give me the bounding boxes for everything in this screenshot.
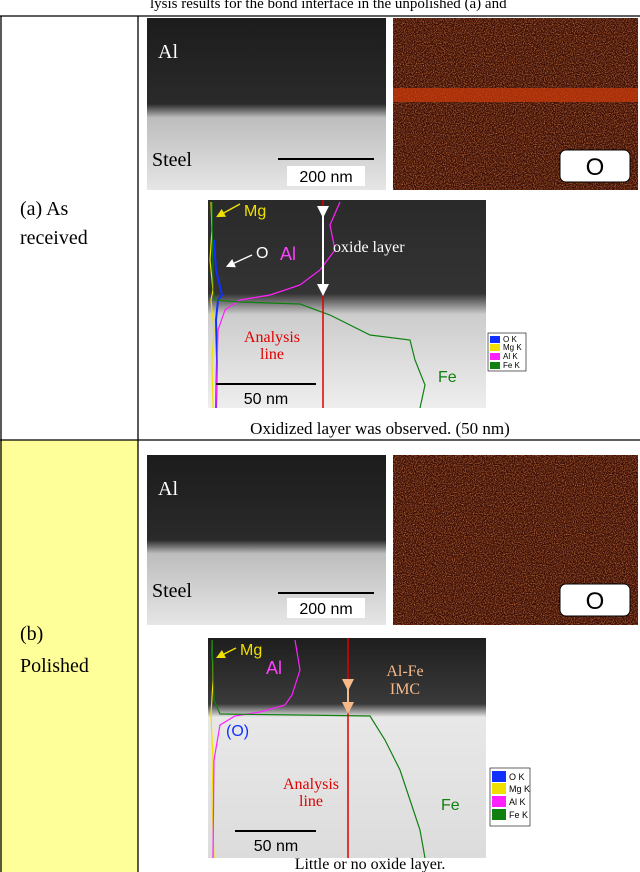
scale-label: 200 nm	[299, 601, 352, 618]
scale-label: 50 nm	[254, 838, 298, 855]
header-caption: lysis results for the bond interface in …	[150, 0, 507, 12]
element-label: O	[586, 154, 605, 181]
legend-entry: Mg K	[509, 784, 530, 794]
legend-entry: Mg K	[503, 343, 522, 352]
row-caption: Little or no oxide layer.	[295, 856, 446, 872]
legend-entry: Al K	[509, 797, 526, 807]
tem-label: Steel	[152, 149, 192, 171]
profile-label: line	[260, 346, 284, 363]
scale-label: 50 nm	[244, 391, 288, 408]
profile-label: oxide layer	[333, 239, 405, 256]
element-label: O	[586, 588, 605, 615]
legend-entry: Fe K	[503, 361, 521, 370]
legend: O K Mg K Al K Fe K	[490, 768, 530, 826]
row-caption: Oxidized layer was observed. (50 nm)	[250, 419, 510, 438]
profile-label: Al	[266, 658, 282, 678]
legend: O K Mg K Al K Fe K	[488, 333, 526, 371]
profile-label: Al	[280, 244, 296, 264]
profile-label: Fe	[441, 797, 460, 814]
profile-label: Mg	[244, 203, 266, 220]
oxygen-band	[393, 88, 638, 102]
tem-label: Al	[158, 41, 178, 63]
tem-label: Steel	[152, 580, 192, 602]
scale-label: 200 nm	[299, 169, 352, 186]
profile-image	[208, 638, 486, 858]
profile-label: IMC	[390, 681, 420, 698]
profile-label: Analysis	[244, 329, 300, 346]
legend-entry: Fe K	[509, 810, 528, 820]
tem-label: Al	[158, 478, 178, 500]
row-label: received	[20, 227, 88, 249]
profile-label: line	[299, 793, 323, 810]
profile-label: Analysis	[283, 776, 339, 793]
profile-label: (O)	[226, 723, 249, 740]
profile-label: Mg	[240, 642, 262, 659]
row-label: (b)	[20, 623, 43, 645]
legend-entry: O K	[509, 772, 525, 782]
figure: lysis results for the bond interface in …	[0, 0, 640, 872]
profile-label: O	[256, 245, 268, 262]
profile-label: Fe	[438, 369, 457, 386]
row-label: (a) As	[20, 198, 69, 220]
row-label: Polished	[20, 655, 89, 677]
legend-entry: Al K	[503, 352, 518, 361]
profile-label: Al-Fe	[386, 663, 423, 680]
